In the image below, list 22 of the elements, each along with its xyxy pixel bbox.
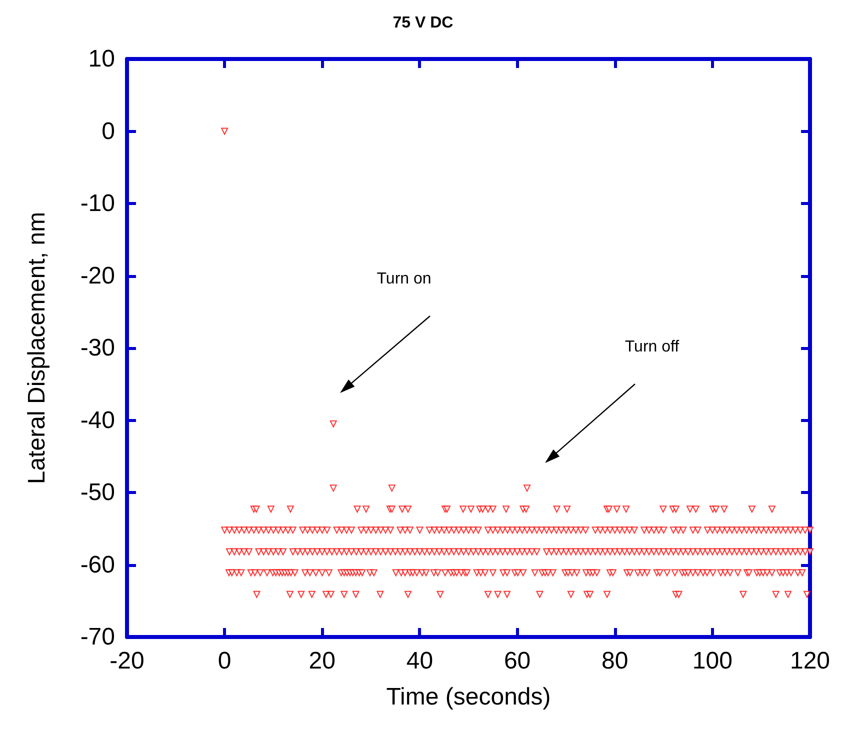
x-tick-label: 60 — [504, 648, 531, 674]
chart-title: 75 V DC — [392, 14, 454, 32]
y-tick-label: 10 — [88, 46, 115, 72]
y-tick-label: -40 — [80, 406, 115, 434]
x-tick-label: 100 — [692, 648, 732, 674]
annotation: Turn off — [624, 338, 680, 356]
y-axis-title: Lateral Displacement, nm — [24, 212, 50, 484]
annotation: Turn on — [376, 270, 432, 288]
y-tick-label: -50 — [80, 479, 115, 506]
y-tick-label: -60 — [80, 551, 115, 578]
x-axis-title: Time (seconds) — [386, 684, 551, 710]
x-tick-label: -20 — [110, 648, 144, 674]
x-tick-label: 80 — [602, 648, 628, 674]
x-tick-label: 120 — [790, 648, 830, 674]
x-tick-label: 0 — [218, 648, 232, 674]
x-tick-label: 40 — [406, 648, 434, 674]
y-tick-label: -70 — [80, 624, 115, 650]
y-tick-label: -20 — [80, 262, 115, 290]
y-tick-label: -10 — [80, 190, 115, 217]
y-tick-label: -30 — [80, 334, 115, 362]
x-tick-label: 20 — [308, 648, 336, 674]
y-tick-label: 0 — [102, 118, 115, 145]
